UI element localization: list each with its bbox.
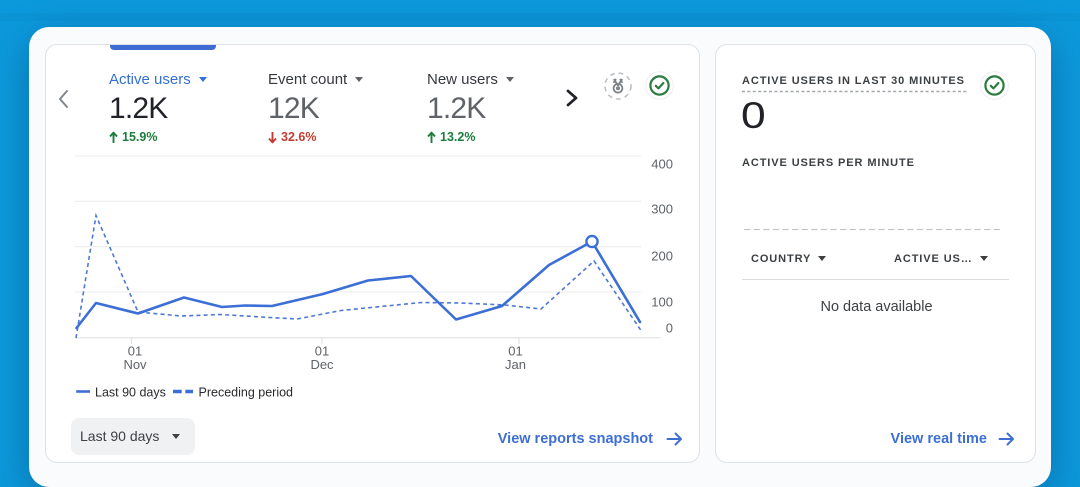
svg-text:300: 300 <box>651 202 673 217</box>
svg-text:Dec: Dec <box>310 357 334 372</box>
svg-text:01: 01 <box>128 344 142 359</box>
svg-text:01: 01 <box>315 344 329 359</box>
svg-text:Preceding period: Preceding period <box>199 386 294 400</box>
svg-text:01: 01 <box>508 344 522 359</box>
svg-text:400: 400 <box>651 157 673 172</box>
svg-text:Jan: Jan <box>505 357 526 372</box>
svg-text:100: 100 <box>651 295 673 310</box>
svg-text:Last 90 days: Last 90 days <box>95 386 166 400</box>
svg-text:Nov: Nov <box>123 357 147 372</box>
svg-text:200: 200 <box>651 249 673 264</box>
svg-text:0: 0 <box>666 321 673 336</box>
